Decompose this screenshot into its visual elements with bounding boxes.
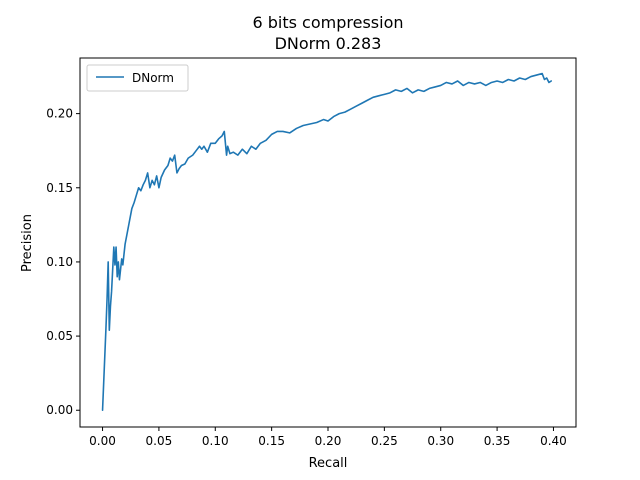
y-tick-label: 0.15 [46, 181, 73, 195]
x-tick-label: 0.10 [202, 434, 229, 448]
x-tick-label: 0.40 [540, 434, 567, 448]
y-tick-label: 0.00 [46, 403, 73, 417]
legend-label-dnorm: DNorm [132, 71, 174, 85]
y-tick-label: 0.20 [46, 107, 73, 121]
y-axis-label: Precision [20, 214, 35, 272]
x-axis-label: Recall [309, 456, 348, 471]
legend: DNorm [86, 64, 189, 92]
x-tick-label: 0.30 [427, 434, 454, 448]
x-tick-label: 0.00 [89, 434, 116, 448]
y-axis-ticks: 0.00 0.05 0.10 0.15 0.20 [46, 107, 80, 417]
y-tick-label: 0.10 [46, 255, 73, 269]
series-line-dnorm [101, 72, 552, 412]
x-tick-label: 0.05 [146, 434, 173, 448]
legend-box [86, 64, 189, 92]
plot-area: 0.00 0.05 0.10 0.15 0.20 0.25 0.30 0.35 0.40 0.0… [46, 57, 577, 448]
x-tick-label: 0.20 [315, 434, 342, 448]
y-tick-label: 0.05 [46, 329, 73, 343]
plot-frame [79, 57, 577, 428]
chart-subtitle: DNorm 0.283 [275, 34, 382, 53]
x-tick-label: 0.15 [258, 434, 285, 448]
chart-title: 6 bits compression [252, 13, 403, 32]
x-tick-label: 0.25 [371, 434, 398, 448]
x-axis-ticks: 0.00 0.05 0.10 0.15 0.20 0.25 0.30 0.35 0.40 [89, 427, 567, 448]
x-tick-label: 0.35 [484, 434, 511, 448]
